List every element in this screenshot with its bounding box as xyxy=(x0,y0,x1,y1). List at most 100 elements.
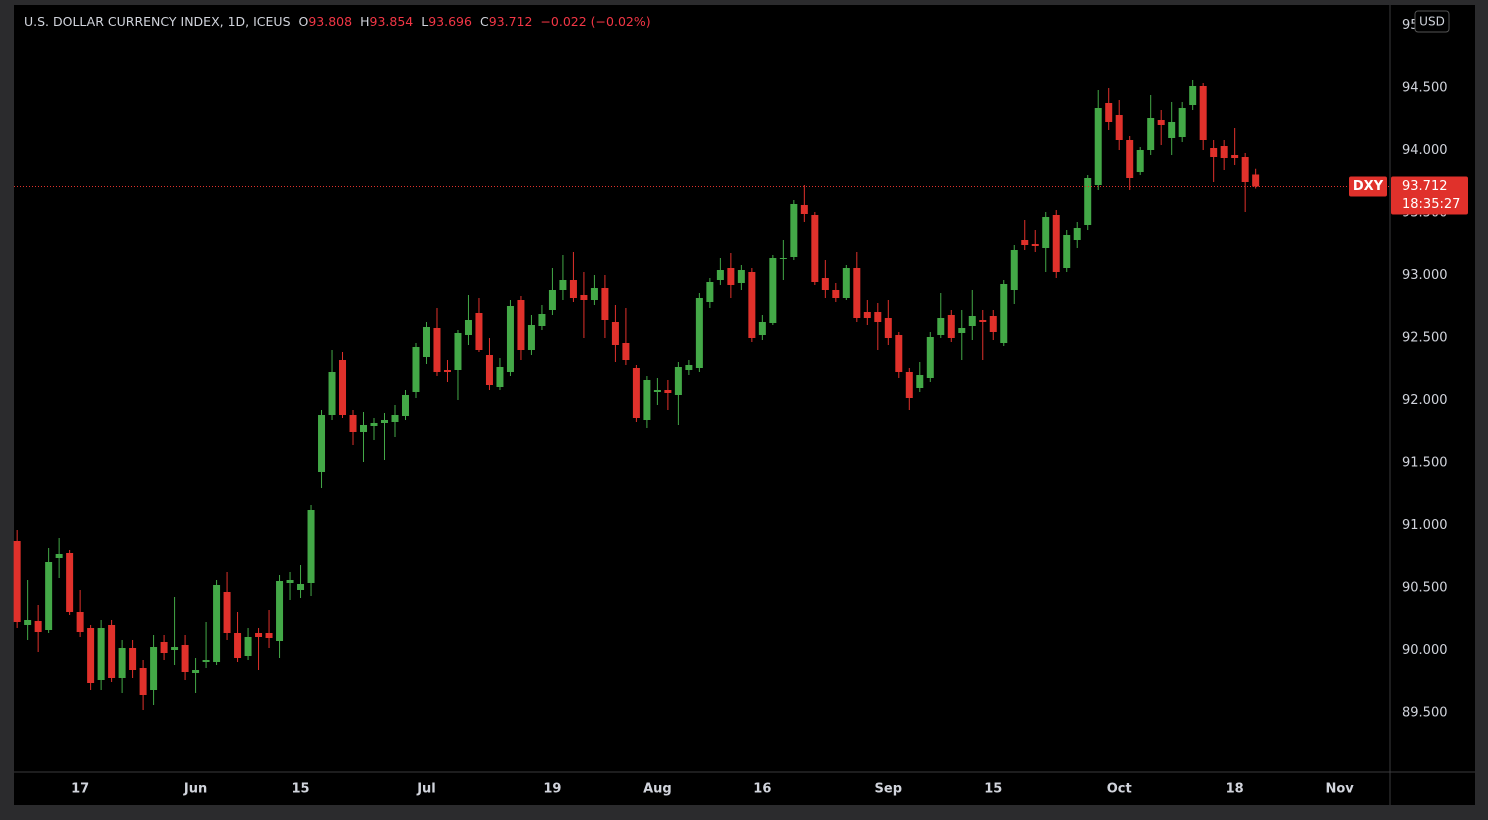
candle-body xyxy=(632,368,640,418)
candle-body xyxy=(276,581,284,641)
y-tick-label: 92.500 xyxy=(1402,331,1448,346)
x-tick-label: Nov xyxy=(1325,782,1354,797)
x-tick-label: Sep xyxy=(875,782,903,797)
candle-body xyxy=(55,554,63,558)
countdown-label: 18:35:27 xyxy=(1402,197,1460,212)
candle-body xyxy=(1178,108,1186,137)
candle-body xyxy=(1000,284,1008,343)
candle-body xyxy=(1220,146,1228,158)
candle-body xyxy=(265,633,273,638)
candle-body xyxy=(1147,118,1155,150)
candle-body xyxy=(884,318,892,338)
candle-body xyxy=(989,316,997,332)
candle-body xyxy=(611,322,619,345)
title: U.S. DOLLAR CURRENCY INDEX, 1D, ICEUS xyxy=(24,14,291,29)
candle-body xyxy=(1189,86,1197,105)
candle-body xyxy=(653,390,661,392)
candle-body xyxy=(706,282,714,302)
candle-body xyxy=(443,370,451,372)
candle-body xyxy=(905,372,913,398)
candle-body xyxy=(968,316,976,326)
x-tick-label: 15 xyxy=(291,782,309,797)
candle-body xyxy=(1210,148,1218,157)
chart-panel xyxy=(14,5,1475,805)
candle-body xyxy=(895,335,903,372)
candle-body xyxy=(464,320,472,335)
change: −0.022 (−0.02%) xyxy=(540,14,650,29)
y-tick-label: 90.500 xyxy=(1402,581,1448,596)
candle-body xyxy=(391,415,399,422)
candle-body xyxy=(1126,140,1134,178)
candle-body xyxy=(1052,215,1060,272)
x-tick-label: 17 xyxy=(71,782,89,797)
candle-body xyxy=(748,272,756,338)
legend-header: U.S. DOLLAR CURRENCY INDEX, 1D, ICEUS O 93… xyxy=(24,14,651,29)
candle-body xyxy=(108,625,116,678)
x-tick-label: 18 xyxy=(1226,782,1244,797)
candle-body xyxy=(454,333,462,370)
candle-body xyxy=(213,585,221,662)
candle-body xyxy=(800,205,808,214)
candle-body xyxy=(1094,108,1102,185)
y-tick-label: 89.500 xyxy=(1402,706,1448,721)
candle-body xyxy=(160,642,168,653)
high-value: 93.854 xyxy=(370,14,414,29)
candles xyxy=(13,80,1390,710)
candle-body xyxy=(811,215,819,282)
x-tick-label: 15 xyxy=(984,782,1002,797)
candle-body xyxy=(297,584,305,590)
candle-body xyxy=(202,660,210,662)
x-tick-label: Jul xyxy=(416,782,436,797)
x-tick-label: 19 xyxy=(543,782,561,797)
candle-body xyxy=(937,318,945,335)
candle-body xyxy=(307,510,315,583)
ohlc-letter: L xyxy=(421,14,428,29)
candle-body xyxy=(1021,240,1029,245)
candle-body xyxy=(863,312,871,318)
ohlc-letter: O xyxy=(299,14,309,29)
candle-body xyxy=(87,628,95,683)
candle-body xyxy=(223,592,231,633)
candle-body xyxy=(821,278,829,290)
candle-body xyxy=(45,562,53,630)
candle-body xyxy=(842,268,850,298)
axes: 89.500 90.000 90.500 91.000 91.500 92.000 92.5… xyxy=(71,10,1468,797)
candle-body xyxy=(381,420,389,423)
close-value: 93.712 xyxy=(489,14,533,29)
y-tick-label: 94.000 xyxy=(1402,143,1448,158)
candle-body xyxy=(1010,250,1018,290)
last-price-label: 93.712 xyxy=(1402,179,1448,194)
candle-body xyxy=(1084,178,1092,225)
candle-body xyxy=(590,288,598,300)
candle-body xyxy=(958,328,966,333)
candle-body xyxy=(853,268,861,318)
candle-body xyxy=(538,314,546,326)
candle-body xyxy=(34,621,42,632)
candle-body xyxy=(13,541,21,622)
y-tick-label: 90.000 xyxy=(1402,643,1448,658)
candle-body xyxy=(559,280,567,290)
candle-body xyxy=(1241,157,1249,182)
candle-body xyxy=(1031,244,1039,246)
candle-body xyxy=(664,390,672,393)
currency-badge: USD xyxy=(1419,15,1445,29)
candle-body xyxy=(1231,155,1239,158)
candle-body xyxy=(695,298,703,368)
candle-body xyxy=(1042,217,1050,248)
candle-body xyxy=(76,612,84,632)
candle-body xyxy=(286,580,294,583)
candle-body xyxy=(433,328,441,372)
candle-body xyxy=(517,300,525,350)
last-price-badge xyxy=(1391,176,1468,215)
candle-body xyxy=(496,367,504,387)
candle-body xyxy=(926,337,934,378)
x-tick-label: Aug xyxy=(643,782,672,797)
candle-body xyxy=(832,290,840,298)
candle-body xyxy=(1115,115,1123,140)
candle-body xyxy=(1157,120,1165,125)
candle-body xyxy=(171,647,179,650)
candle-body xyxy=(370,423,378,426)
candle-body xyxy=(1252,174,1260,187)
candle-body xyxy=(947,315,955,338)
